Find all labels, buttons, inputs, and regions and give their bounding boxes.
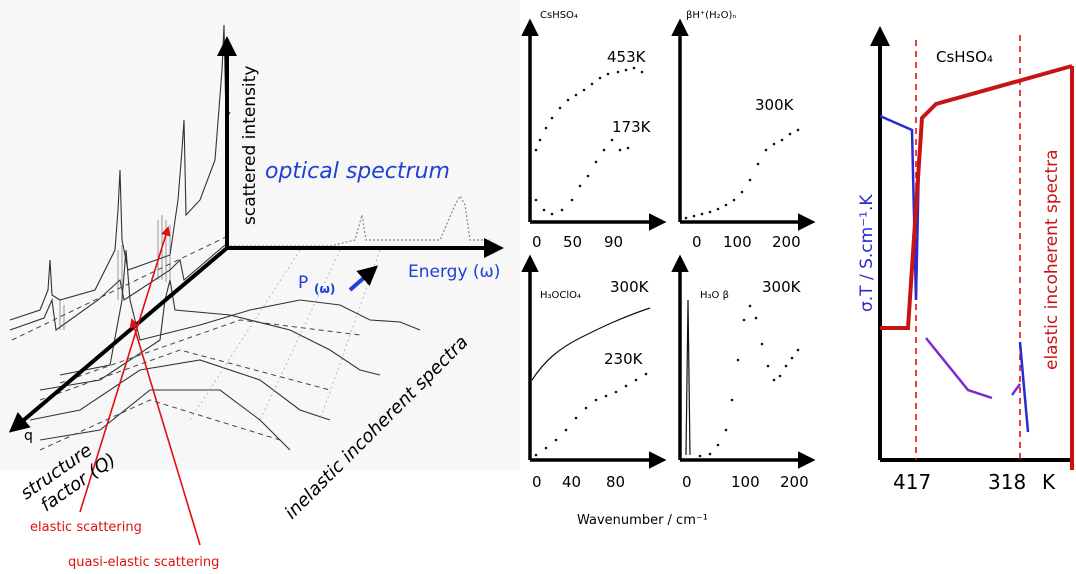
panel-h3ob: H₃O β 300K 0 100 200 — [671, 254, 816, 491]
bh-dots — [684, 128, 800, 220]
panel-h3oclo4-temp-300: 300K — [610, 278, 650, 296]
right-tick-318: 318 — [988, 470, 1026, 494]
panel-h3oclo4-label: H₃OClO₄ — [540, 290, 581, 301]
h3ob-dots — [698, 304, 800, 458]
right-tick-unit: K — [1042, 470, 1056, 494]
panel-h3oclo4-tick-1: 40 — [562, 473, 581, 491]
elastic-arrow — [79, 226, 171, 513]
energy-label: Energy (ω) — [408, 262, 500, 282]
cshso4-dots — [534, 66, 644, 216]
optical-spectrum-peaks — [230, 194, 490, 247]
panel-cshso4: CsHSO₄ 453K 173K 0 50 90 — [521, 10, 667, 251]
panel-h3ob-tick-2: 200 — [780, 473, 809, 491]
panel-cshso4-tick-1: 50 — [563, 233, 582, 251]
panel-h3oclo4: H₃OClO₄ 300K 230K 0 40 80 — [521, 254, 667, 491]
right-title: CsHSO₄ — [936, 48, 993, 66]
conductivity-low-t — [1018, 341, 1030, 433]
right-phase-diagram: CsHSO₄ σ.T / S.cm⁻¹.K elastic incoherent… — [857, 26, 1074, 494]
panel-bh-tick-1: 100 — [723, 233, 752, 251]
h3ob-spike — [685, 299, 691, 456]
q-axis-letter: q — [24, 428, 33, 444]
structure-factor-axis — [8, 246, 229, 433]
right-tick-417: 417 — [893, 470, 931, 494]
h3oclo4-curve-300 — [531, 307, 651, 381]
panel-h3ob-temp: 300K — [762, 278, 802, 296]
left-3d-diagram: scattered intensity optical spectrum P (… — [0, 0, 520, 570]
panel-h3oclo4-tick-2: 80 — [606, 473, 625, 491]
panel-bh-temp: 300K — [755, 96, 795, 114]
conductivity-drop — [925, 337, 993, 400]
panel-h3ob-tick-1: 100 — [731, 473, 760, 491]
panel-cshso4-tick-2: 90 — [604, 233, 623, 251]
panel-cshso4-label: CsHSO₄ — [540, 10, 578, 21]
panel-cshso4-temp-173: 173K — [612, 118, 652, 136]
panel-bh-label: βH⁺(H₂O)ₙ — [686, 10, 736, 21]
panel-h3oclo4-tick-0: 0 — [532, 473, 542, 491]
quasi-elastic-arrow — [129, 318, 201, 546]
panel-bh-tick-2: 200 — [772, 233, 801, 251]
conductivity-segment — [1010, 383, 1022, 396]
elastic-curve — [880, 64, 1073, 330]
panel-bh-tick-0: 0 — [692, 233, 702, 251]
right-y-right-label: elastic incoherent spectra — [1042, 149, 1062, 370]
panel-cshso4-tick-0: 0 — [532, 233, 542, 251]
wavenumber-label: Wavenumber / cm⁻¹ — [577, 513, 708, 528]
p-omega-arrow — [348, 265, 379, 292]
panel-bh: βH⁺(H₂O)ₙ 300K 0 100 200 — [671, 10, 816, 251]
panel-h3oclo4-temp-230: 230K — [604, 350, 644, 368]
scan-background — [0, 0, 520, 470]
panel-cshso4-temp-453: 453K — [607, 48, 647, 66]
p-subscript: (ω) — [314, 282, 335, 296]
h3oclo4-dots — [534, 372, 648, 457]
elastic-scattering-label: elastic scattering — [30, 520, 142, 535]
panel-h3ob-label: H₃O β — [700, 290, 729, 301]
panel-h3ob-tick-0: 0 — [682, 473, 692, 491]
right-y-left-label: σ.T / S.cm⁻¹.K — [857, 194, 877, 312]
quasi-elastic-label: quasi-elastic scattering — [68, 555, 219, 570]
optical-spectrum-label: optical spectrum — [265, 159, 450, 184]
spectra-panels: CsHSO₄ 453K 173K 0 50 90 βH⁺(H₂O)ₙ 300K … — [521, 10, 816, 528]
p-label: P — [298, 273, 308, 293]
scattered-intensity-label: scattered intensity — [240, 66, 260, 225]
